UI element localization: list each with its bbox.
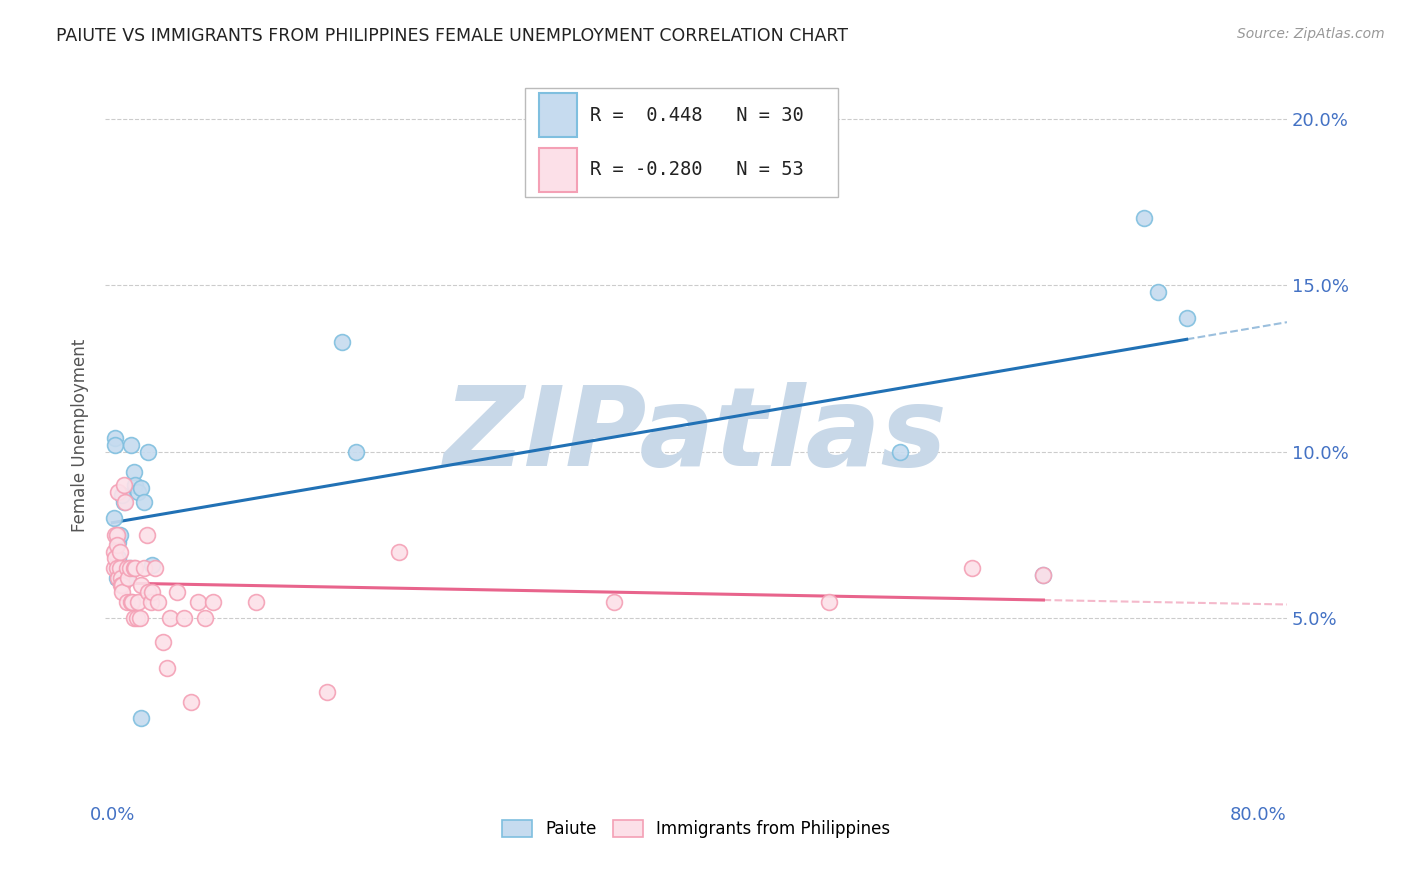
Point	[105, 561, 128, 575]
Point	[115, 571, 138, 585]
Text: PAIUTE VS IMMIGRANTS FROM PHILIPPINES FEMALE UNEMPLOYMENT CORRELATION CHART: PAIUTE VS IMMIGRANTS FROM PHILIPPINES FE…	[56, 27, 848, 45]
Point	[118, 561, 141, 575]
Point	[103, 511, 125, 525]
Point	[132, 494, 155, 508]
Point	[112, 478, 135, 492]
FancyBboxPatch shape	[538, 148, 576, 192]
Point	[105, 528, 128, 542]
Point	[127, 484, 149, 499]
Point	[129, 578, 152, 592]
Point	[107, 534, 129, 549]
Point	[107, 571, 129, 585]
Point	[960, 561, 983, 575]
Point	[108, 544, 131, 558]
Point	[201, 594, 224, 608]
Point	[1032, 568, 1054, 582]
Point	[114, 494, 136, 508]
Point	[103, 544, 125, 558]
Point	[111, 578, 134, 592]
Point	[121, 594, 143, 608]
Point	[129, 481, 152, 495]
Text: R =  0.448   N = 30: R = 0.448 N = 30	[589, 106, 803, 125]
Point	[166, 584, 188, 599]
Point	[111, 488, 134, 502]
Point	[112, 494, 135, 508]
Point	[111, 584, 134, 599]
Point	[139, 594, 162, 608]
Text: Source: ZipAtlas.com: Source: ZipAtlas.com	[1237, 27, 1385, 41]
FancyBboxPatch shape	[538, 94, 576, 137]
Point	[156, 661, 179, 675]
Point	[120, 438, 142, 452]
Point	[316, 684, 339, 698]
Point	[136, 444, 159, 458]
Point	[110, 571, 132, 585]
Point	[128, 611, 150, 625]
Text: ZIPatlas: ZIPatlas	[444, 382, 948, 489]
Point	[124, 561, 146, 575]
Point	[1175, 311, 1198, 326]
Text: R = -0.280   N = 53: R = -0.280 N = 53	[589, 161, 803, 179]
Point	[104, 438, 127, 452]
Point	[105, 571, 128, 585]
Point	[330, 334, 353, 349]
Point	[187, 594, 209, 608]
Point	[117, 571, 139, 585]
Point	[1132, 211, 1154, 226]
Point	[141, 558, 163, 572]
Y-axis label: Female Unemployment: Female Unemployment	[72, 338, 89, 532]
Point	[173, 611, 195, 625]
Point	[104, 431, 127, 445]
Point	[152, 634, 174, 648]
Point	[129, 711, 152, 725]
Point	[115, 594, 138, 608]
Point	[103, 561, 125, 575]
Point	[180, 695, 202, 709]
Point	[127, 594, 149, 608]
Point	[125, 611, 148, 625]
Point	[388, 544, 411, 558]
Point	[143, 561, 166, 575]
Point	[148, 594, 170, 608]
Point	[122, 561, 145, 575]
Point	[159, 611, 181, 625]
Point	[141, 584, 163, 599]
Point	[108, 528, 131, 542]
Point	[107, 551, 129, 566]
Point	[135, 528, 157, 542]
Point	[122, 465, 145, 479]
Point	[124, 478, 146, 492]
Point	[107, 484, 129, 499]
Point	[104, 551, 127, 566]
Point	[136, 584, 159, 599]
Point	[110, 578, 132, 592]
Point	[105, 538, 128, 552]
Point	[110, 571, 132, 585]
Point	[603, 594, 626, 608]
Point	[118, 561, 141, 575]
Point	[1147, 285, 1170, 299]
Point	[120, 594, 142, 608]
Point	[889, 444, 911, 458]
Point	[108, 561, 131, 575]
Point	[132, 561, 155, 575]
Point	[344, 444, 367, 458]
Point	[245, 594, 267, 608]
Point	[105, 528, 128, 542]
Point	[194, 611, 217, 625]
Point	[105, 561, 128, 575]
Point	[104, 528, 127, 542]
Legend: Paiute, Immigrants from Philippines: Paiute, Immigrants from Philippines	[495, 813, 897, 845]
Point	[115, 561, 138, 575]
Point	[817, 594, 839, 608]
FancyBboxPatch shape	[524, 88, 838, 197]
Point	[122, 611, 145, 625]
Point	[1032, 568, 1054, 582]
